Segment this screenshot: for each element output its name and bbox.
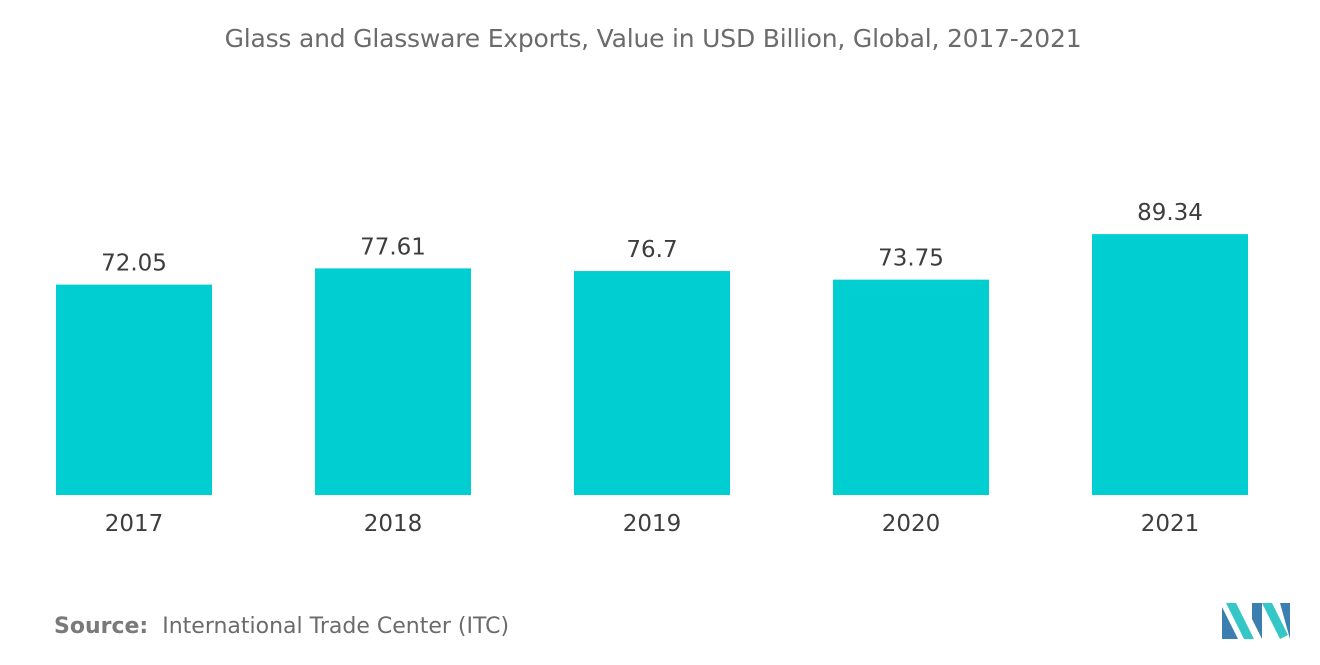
x-tick-label-2017: 2017 xyxy=(105,511,164,537)
x-tick-label-2019: 2019 xyxy=(623,511,682,537)
value-label-2019: 76.7 xyxy=(626,237,677,263)
value-label-2018: 77.61 xyxy=(360,234,426,260)
bar-2017 xyxy=(56,284,212,495)
source-text: International Trade Center (ITC) xyxy=(162,614,510,639)
x-tick-label-2018: 2018 xyxy=(364,511,423,537)
bar-2019 xyxy=(574,271,730,495)
logo-left-stroke xyxy=(1222,607,1238,639)
bar-2018 xyxy=(315,268,471,495)
value-label-2021: 89.34 xyxy=(1137,200,1203,226)
mordor-intelligence-logo-icon xyxy=(1222,603,1290,639)
x-tick-labels-group: 2017 2018 2019 2020 2021 xyxy=(105,511,1200,537)
logo-left-diag xyxy=(1226,603,1254,639)
bars-group xyxy=(56,234,1248,495)
value-label-2017: 72.05 xyxy=(101,251,167,277)
source-note: Source: International Trade Center (ITC) xyxy=(54,614,509,639)
bar-2020 xyxy=(833,279,989,495)
x-tick-label-2020: 2020 xyxy=(882,511,941,537)
bar-2021 xyxy=(1092,234,1248,495)
source-label: Source: xyxy=(54,614,149,639)
chart-title: Glass and Glassware Exports, Value in US… xyxy=(224,24,1082,53)
value-label-2020: 73.75 xyxy=(878,246,944,272)
logo-right-stroke xyxy=(1280,603,1290,639)
logo-right-diag xyxy=(1262,603,1288,639)
logo-mid-stroke xyxy=(1252,603,1262,639)
value-labels-group: 72.05 77.61 76.7 73.75 89.34 xyxy=(101,200,1203,276)
x-tick-label-2021: 2021 xyxy=(1141,511,1200,537)
bar-chart: 72.05 77.61 76.7 73.75 89.34 2017 2018 2019 202… xyxy=(56,200,1248,537)
